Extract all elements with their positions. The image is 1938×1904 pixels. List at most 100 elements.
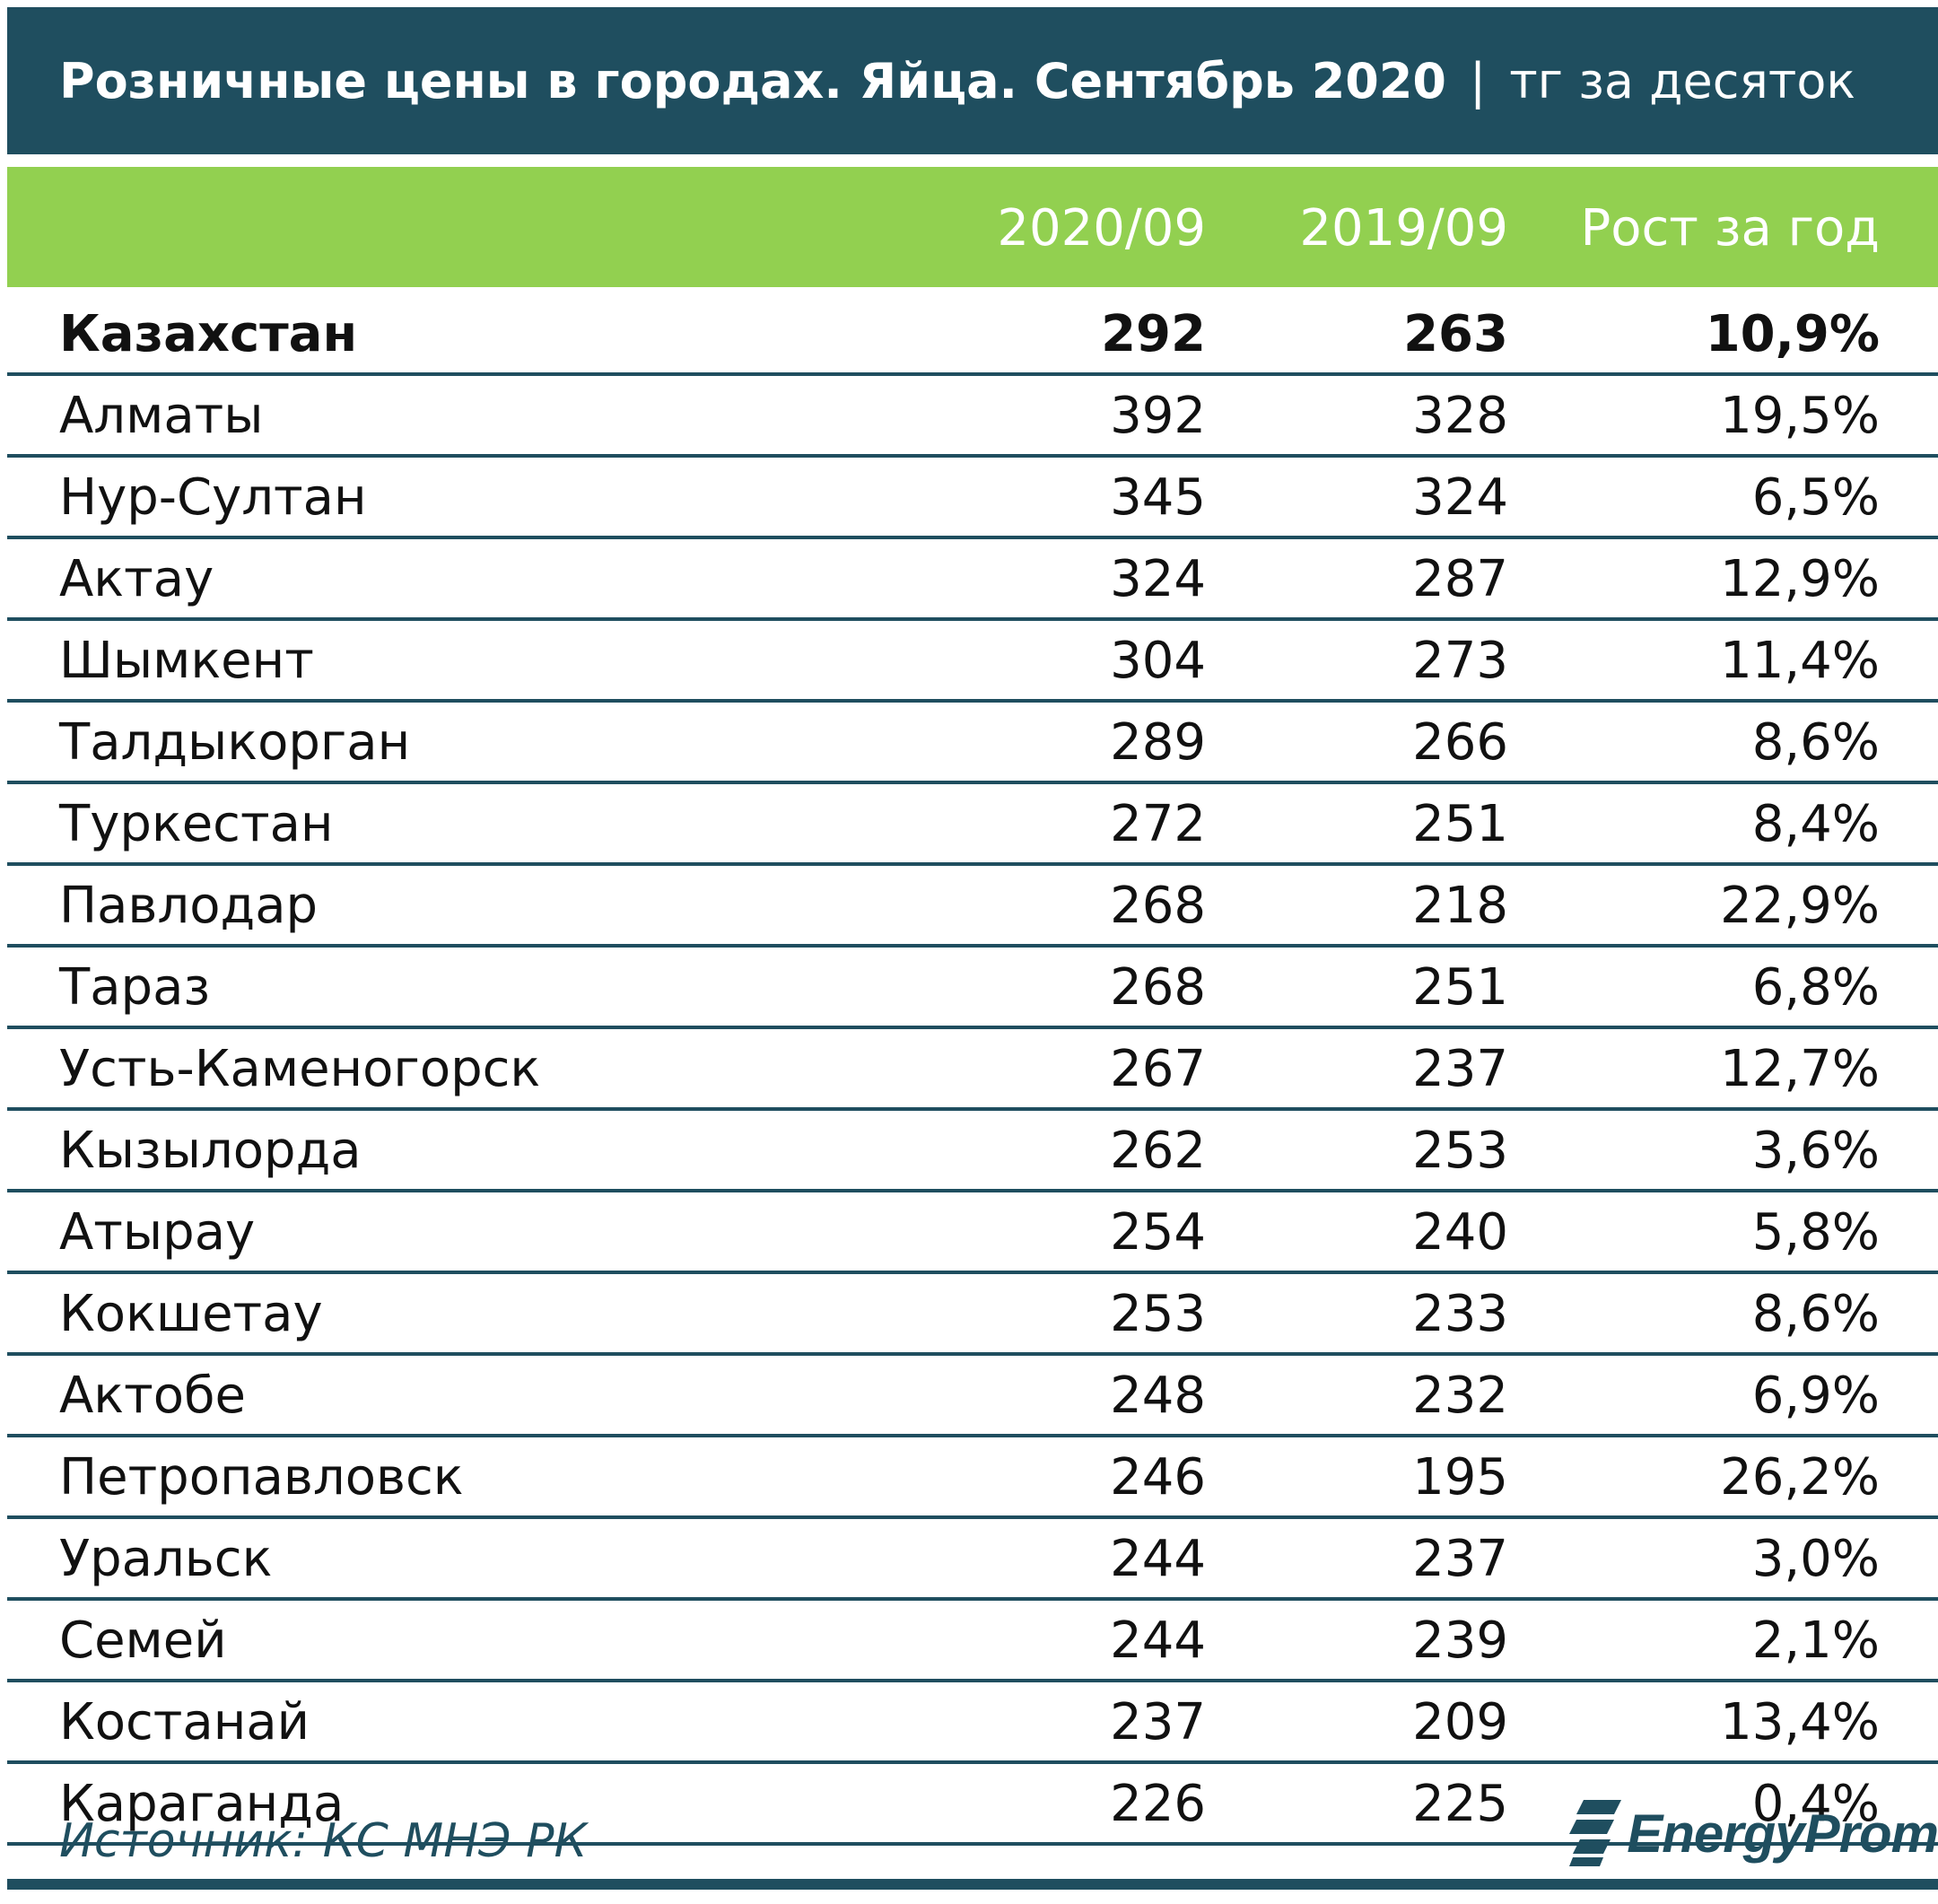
value-2019: 232 <box>1412 1367 1508 1425</box>
value-2020: 272 <box>1110 795 1206 853</box>
value-2019: 218 <box>1412 877 1508 935</box>
value-growth: 2,1% <box>1751 1611 1880 1670</box>
value-growth: 19,5% <box>1720 387 1880 445</box>
value-2020: 392 <box>1110 387 1206 445</box>
value-growth: 12,9% <box>1720 550 1880 608</box>
table-title-bar: Розничные цены в городах. Яйца. Сентябрь… <box>7 7 1938 154</box>
table-row: Атырау 254 240 5,8% <box>7 1192 1938 1274</box>
table-row: Казахстан 292 263 10,9% <box>7 294 1938 376</box>
value-growth: 10,9% <box>1705 305 1880 363</box>
value-growth: 11,4% <box>1720 632 1880 690</box>
table-row: Костанай 237 209 13,4% <box>7 1682 1938 1764</box>
value-2019: 328 <box>1412 387 1508 445</box>
value-2019: 324 <box>1412 468 1508 527</box>
column-header-2020: 2020/09 <box>997 199 1206 258</box>
value-2019: 225 <box>1412 1775 1508 1833</box>
table-row: Семей 244 239 2,1% <box>7 1601 1938 1682</box>
table-row: Кокшетау 253 233 8,6% <box>7 1274 1938 1356</box>
value-2020: 267 <box>1110 1040 1206 1098</box>
value-2019: 251 <box>1412 958 1508 1017</box>
table-row: Караганда 226 225 0,4% <box>7 1764 1938 1846</box>
value-2020: 246 <box>1110 1448 1206 1507</box>
value-2019: 237 <box>1412 1040 1508 1098</box>
city-name: Петропавловск <box>59 1448 464 1507</box>
city-name: Усть-Каменогорск <box>59 1040 541 1098</box>
value-2020: 289 <box>1110 713 1206 772</box>
value-growth: 22,9% <box>1720 877 1880 935</box>
table-row: Актобе 248 232 6,9% <box>7 1356 1938 1437</box>
value-2020: 226 <box>1110 1775 1206 1833</box>
table-row: Алматы 392 328 19,5% <box>7 376 1938 458</box>
value-2020: 237 <box>1110 1693 1206 1751</box>
value-2020: 304 <box>1110 632 1206 690</box>
value-2019: 273 <box>1412 632 1508 690</box>
value-2020: 324 <box>1110 550 1206 608</box>
value-2019: 253 <box>1412 1122 1508 1180</box>
city-name: Алматы <box>59 387 264 445</box>
value-2020: 345 <box>1110 468 1206 527</box>
table-row: Туркестан 272 251 8,4% <box>7 784 1938 866</box>
source-note: Источник: КС МНЭ РК <box>59 1814 588 1868</box>
table-body: Казахстан 292 263 10,9% Алматы 392 328 19,5% Нур… <box>7 294 1938 1846</box>
table-title: Розничные цены в городах. Яйца. Сентябрь… <box>59 52 1446 109</box>
value-2020: 254 <box>1110 1203 1206 1262</box>
city-name: Талдыкорган <box>59 713 411 772</box>
city-name: Уральск <box>59 1530 273 1588</box>
value-growth: 3,0% <box>1751 1530 1880 1588</box>
value-2019: 209 <box>1412 1693 1508 1751</box>
table-row: Павлодар 268 218 22,9% <box>7 866 1938 948</box>
table-header: 2020/09 2019/09 Рост за год <box>7 167 1938 287</box>
value-2020: 268 <box>1110 877 1206 935</box>
value-growth: 8,4% <box>1751 795 1880 853</box>
value-growth: 0,4% <box>1751 1775 1880 1833</box>
column-header-growth: Рост за год <box>1580 199 1880 258</box>
city-name: Туркестан <box>59 795 334 853</box>
city-name: Тараз <box>59 958 211 1017</box>
table-row: Шымкент 304 273 11,4% <box>7 621 1938 703</box>
title-unit: тг за десяток <box>1509 52 1856 109</box>
value-growth: 26,2% <box>1720 1448 1880 1507</box>
table-row: Усть-Каменогорск 267 237 12,7% <box>7 1029 1938 1111</box>
value-2019: 233 <box>1412 1285 1508 1343</box>
value-2019: 237 <box>1412 1530 1508 1588</box>
value-2020: 292 <box>1101 305 1206 363</box>
value-2020: 244 <box>1110 1530 1206 1588</box>
city-name: Кызылорда <box>59 1122 362 1180</box>
city-name: Актобе <box>59 1367 247 1425</box>
value-growth: 8,6% <box>1751 713 1880 772</box>
table-row: Тараз 268 251 6,8% <box>7 948 1938 1029</box>
table-row: Талдыкорган 289 266 8,6% <box>7 703 1938 784</box>
value-2019: 263 <box>1403 305 1508 363</box>
value-2019: 251 <box>1412 795 1508 853</box>
value-2019: 239 <box>1412 1611 1508 1670</box>
value-2020: 262 <box>1110 1122 1206 1180</box>
value-2019: 240 <box>1412 1203 1508 1262</box>
value-2019: 287 <box>1412 550 1508 608</box>
city-name: Актау <box>59 550 214 608</box>
city-name: Казахстан <box>59 305 358 363</box>
table-row: Нур-Султан 345 324 6,5% <box>7 458 1938 539</box>
title-separator: | <box>1470 52 1487 109</box>
value-growth: 6,5% <box>1751 468 1880 527</box>
city-name: Костанай <box>59 1693 310 1751</box>
table-footer: Источник: КС МНЭ РК EnergyProm <box>7 1773 1938 1890</box>
city-name: Кокшетау <box>59 1285 323 1343</box>
value-2020: 268 <box>1110 958 1206 1017</box>
table-row: Актау 324 287 12,9% <box>7 539 1938 621</box>
table-row: Петропавловск 246 195 26,2% <box>7 1437 1938 1519</box>
value-growth: 6,8% <box>1751 958 1880 1017</box>
column-header-2019: 2019/09 <box>1299 199 1508 258</box>
value-2019: 195 <box>1412 1448 1508 1507</box>
value-2019: 266 <box>1412 713 1508 772</box>
city-name: Павлодар <box>59 877 319 935</box>
city-name: Атырау <box>59 1203 256 1262</box>
value-growth: 12,7% <box>1720 1040 1880 1098</box>
table-row: Кызылорда 262 253 3,6% <box>7 1111 1938 1192</box>
table-row: Уральск 244 237 3,0% <box>7 1519 1938 1601</box>
value-growth: 13,4% <box>1720 1693 1880 1751</box>
value-growth: 8,6% <box>1751 1285 1880 1343</box>
value-growth: 6,9% <box>1751 1367 1880 1425</box>
logo-text: EnergyProm <box>1627 1803 1938 1864</box>
energyprom-logo-icon <box>1569 1800 1622 1866</box>
value-2020: 253 <box>1110 1285 1206 1343</box>
